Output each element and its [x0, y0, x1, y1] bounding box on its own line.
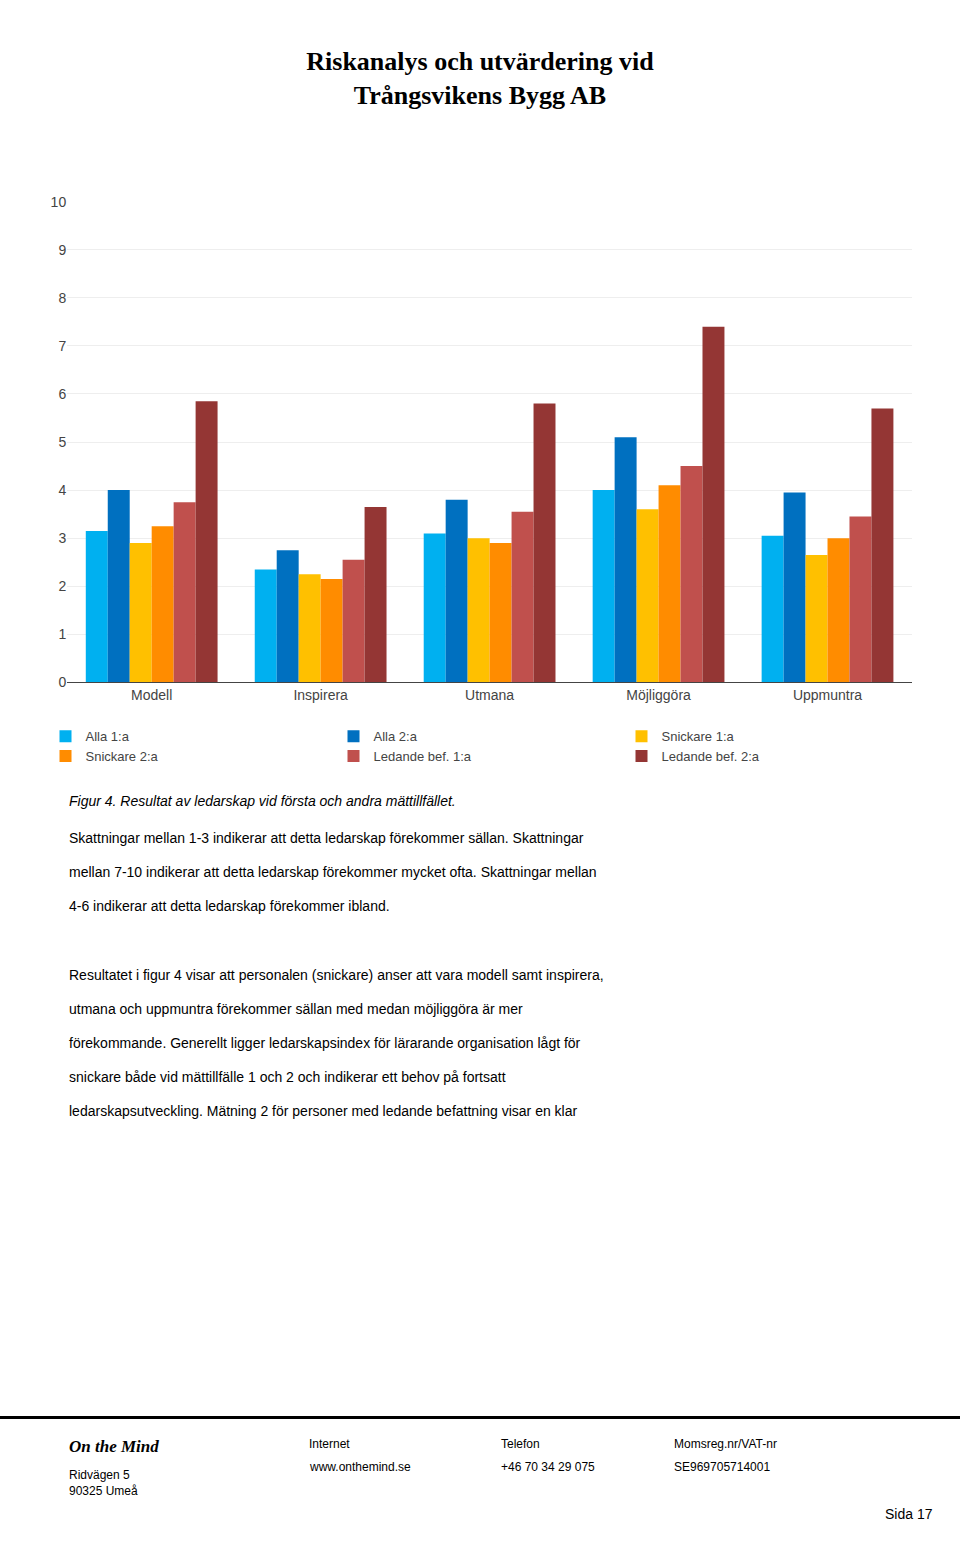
svg-text:Modell: Modell	[131, 687, 172, 703]
svg-text:4-6 indikerar att detta ledars: 4-6 indikerar att detta ledarskap föreko…	[69, 898, 390, 914]
svg-text:3: 3	[58, 530, 66, 546]
svg-text:9: 9	[58, 242, 66, 258]
svg-text:Internet: Internet	[309, 1437, 350, 1451]
svg-text:8: 8	[58, 290, 66, 306]
svg-text:Snickare 1:a: Snickare 1:a	[662, 729, 735, 744]
svg-text:Momsreg.nr/VAT-nr: Momsreg.nr/VAT-nr	[674, 1437, 777, 1451]
svg-text:Skattningar mellan 1-3 indiker: Skattningar mellan 1-3 indikerar att det…	[69, 830, 584, 846]
svg-text:Inspirera: Inspirera	[293, 687, 348, 703]
svg-text:snickare både vid mättillfälle: snickare både vid mättillfälle 1 och 2 o…	[69, 1069, 506, 1085]
svg-text:1: 1	[58, 626, 66, 642]
svg-text:Alla 2:a: Alla 2:a	[374, 729, 418, 744]
svg-text:Ledande bef. 1:a: Ledande bef. 1:a	[374, 749, 472, 764]
svg-text:ledarskapsutveckling. Mätning: ledarskapsutveckling. Mätning 2 för pers…	[69, 1103, 578, 1119]
svg-text:Alla 1:a: Alla 1:a	[86, 729, 130, 744]
svg-text:Ledande bef. 2:a: Ledande bef. 2:a	[662, 749, 760, 764]
svg-text:7: 7	[58, 338, 66, 354]
svg-text:Uppmuntra: Uppmuntra	[793, 687, 862, 703]
svg-text:Utmana: Utmana	[465, 687, 514, 703]
svg-text:+46 70 34 29 075: +46 70 34 29 075	[501, 1460, 595, 1474]
svg-text:10: 10	[51, 194, 67, 210]
svg-text:Figur 4. Resultat av ledarskap: Figur 4. Resultat av ledarskap vid först…	[69, 793, 456, 809]
svg-text:4: 4	[58, 482, 66, 498]
svg-text:Snickare 2:a: Snickare 2:a	[86, 749, 159, 764]
svg-text:utmana och uppmuntra förekomme: utmana och uppmuntra förekommer sällan m…	[69, 1001, 523, 1017]
svg-text:6: 6	[58, 386, 66, 402]
svg-text:Telefon: Telefon	[501, 1437, 540, 1451]
svg-text:Ridvägen 590325 Umeå: Ridvägen 590325 Umeå	[69, 1468, 138, 1498]
svg-text:On the Mind: On the Mind	[69, 1437, 159, 1456]
svg-text:förekommande. Generellt ligger: förekommande. Generellt ligger ledarskap…	[69, 1035, 581, 1051]
svg-text:Resultatet i figur 4 visar att: Resultatet i figur 4 visar att personale…	[69, 967, 604, 983]
svg-text:5: 5	[58, 434, 66, 450]
svg-text:Riskanalys och utvärdering vid: Riskanalys och utvärdering vidTrångsvike…	[306, 47, 654, 110]
svg-text:0: 0	[58, 674, 66, 690]
svg-text:Sida 17: Sida 17	[885, 1506, 933, 1522]
svg-text:2: 2	[58, 578, 66, 594]
svg-text:Möjliggöra: Möjliggöra	[626, 687, 691, 703]
svg-text:SE969705714001: SE969705714001	[674, 1460, 770, 1474]
svg-text:mellan 7-10 indikerar att dett: mellan 7-10 indikerar att detta ledarska…	[69, 864, 597, 880]
svg-text:www.onthemind.se: www.onthemind.se	[309, 1460, 411, 1474]
